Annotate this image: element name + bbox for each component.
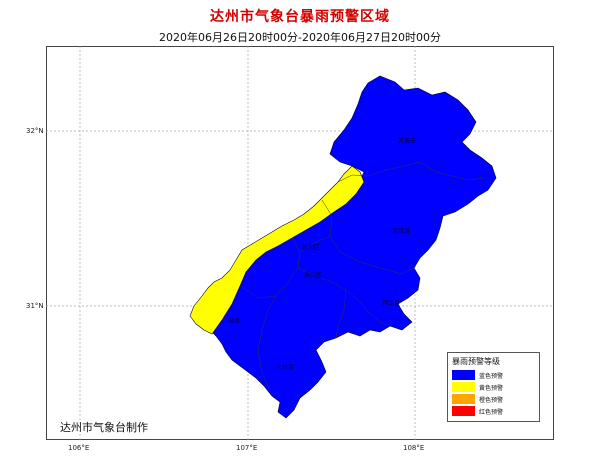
- legend-swatch-red: [452, 406, 475, 416]
- legend-label-yellow: 黄色预警: [479, 384, 504, 392]
- legend-swatch-orange: [452, 394, 475, 404]
- legend-item-yellow: 黄色预警: [448, 381, 539, 393]
- lat-label-32: 32°N: [26, 127, 44, 135]
- yellow-warning-region: [189, 165, 365, 335]
- county-label-dazhu: 大竹县: [276, 364, 295, 371]
- legend-item-red: 红色预警: [448, 405, 539, 417]
- producer-credit: 达州市气象台制作: [60, 421, 148, 434]
- lon-label-107: 107°E: [236, 444, 258, 452]
- legend-item-blue: 蓝色预警: [448, 369, 539, 381]
- legend: 暴雨预警等级 蓝色预警 黄色预警 橙色预警 红色预警: [447, 352, 540, 422]
- legend-label-blue: 蓝色预警: [479, 372, 504, 380]
- map-subtitle: 2020年06月26日20时00分-2020年06月27日20时00分: [159, 31, 441, 44]
- legend-label-red: 红色预警: [479, 408, 504, 416]
- legend-swatch-blue: [452, 370, 475, 380]
- lon-label-108: 108°E: [403, 444, 425, 452]
- legend-item-orange: 橙色预警: [448, 393, 539, 405]
- county-label-quxian: 渠县: [228, 318, 241, 325]
- county-label-dachuan: 达川区: [302, 244, 321, 251]
- legend-swatch-yellow: [452, 382, 475, 392]
- legend-title: 暴雨预警等级: [452, 357, 500, 366]
- county-boundaries: [239, 161, 485, 393]
- lon-label-106: 106°E: [68, 444, 90, 452]
- legend-label-orange: 橙色预警: [479, 396, 504, 404]
- county-label-tongchuan: 通川区: [304, 272, 323, 279]
- county-label-kaijiang: 开江县: [382, 300, 401, 307]
- county-label-wanyuan: 万源市: [398, 138, 417, 145]
- county-label-xuanhan: 宣汉县: [392, 228, 411, 235]
- lat-label-31: 31°N: [26, 302, 44, 310]
- map-title: 达州市气象台暴雨预警区域: [210, 9, 390, 25]
